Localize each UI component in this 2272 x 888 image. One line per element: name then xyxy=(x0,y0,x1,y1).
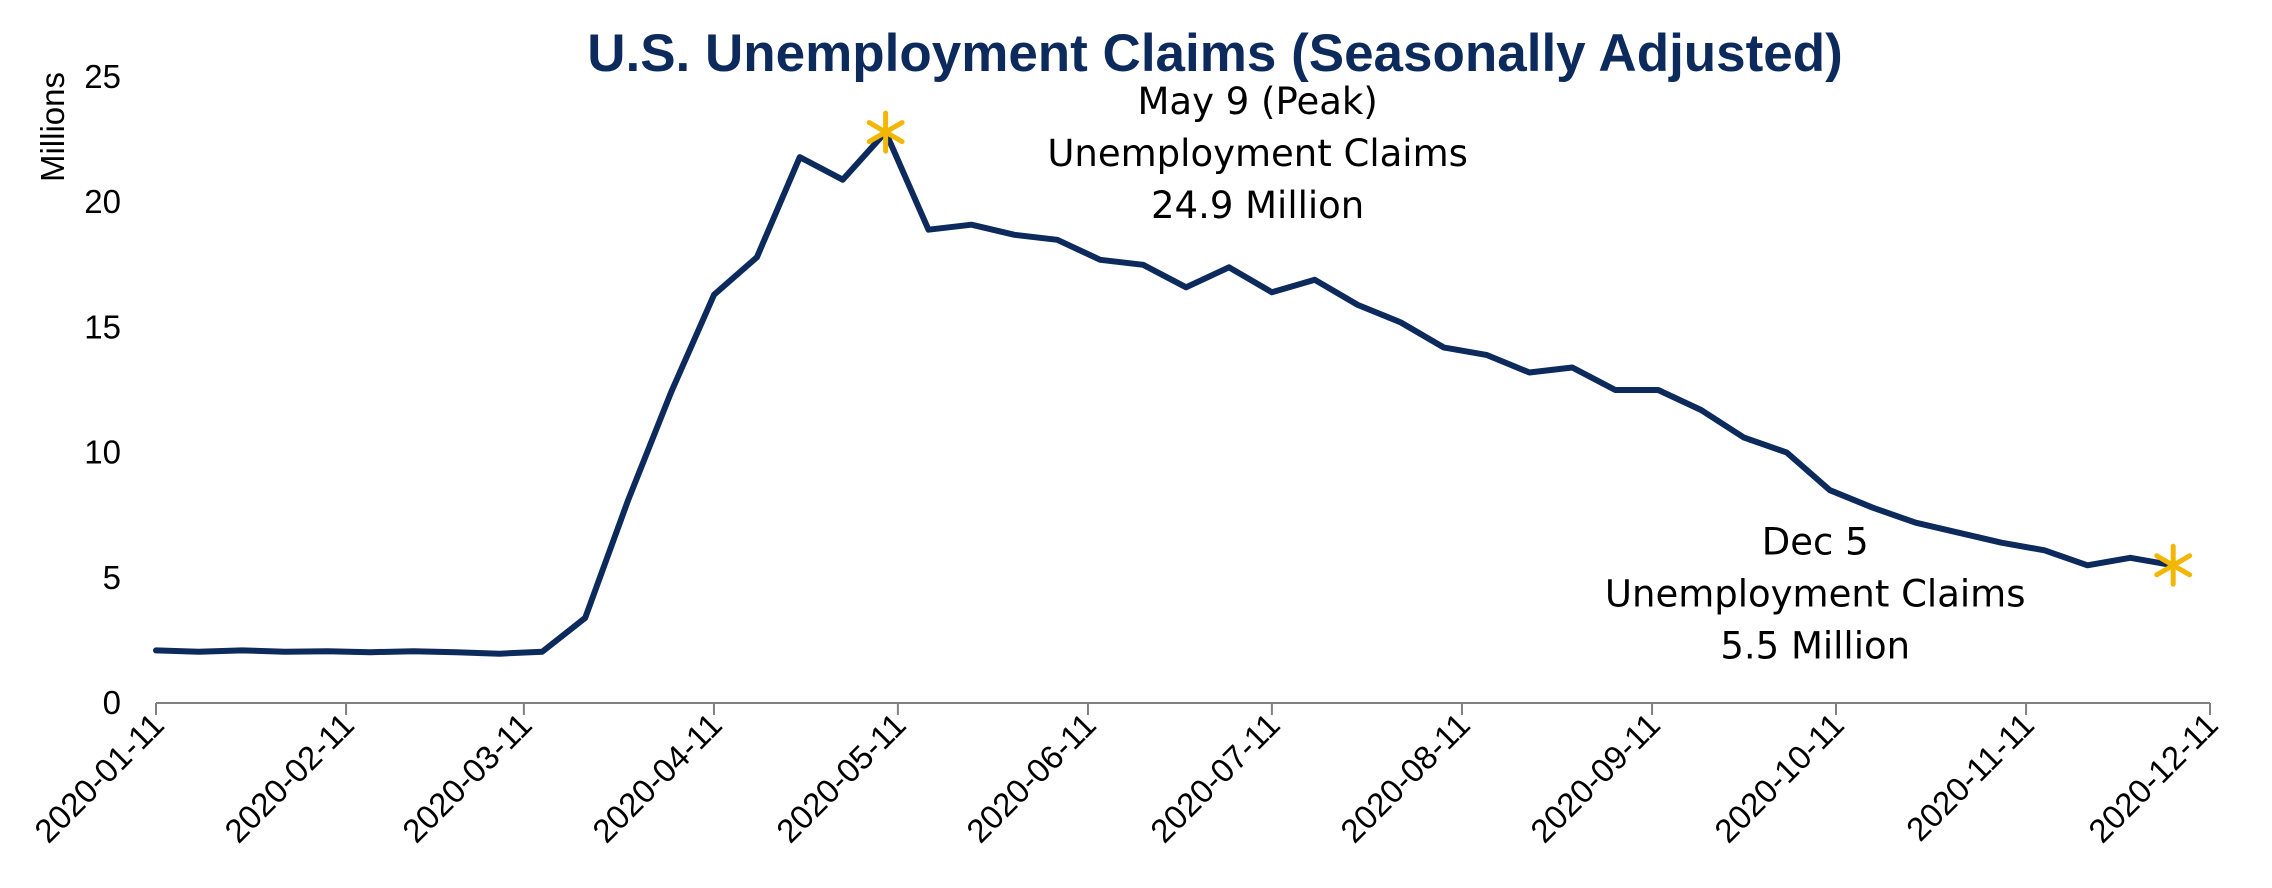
annotation-line: Unemployment Claims xyxy=(1605,572,2026,615)
x-tick-label: 2020-08-11 xyxy=(1333,706,1477,850)
x-tick-label: 2020-05-11 xyxy=(769,706,913,850)
annotation-line: Dec 5 xyxy=(1762,520,1869,563)
x-tick-label: 2020-03-11 xyxy=(395,706,539,850)
y-tick-label: 25 xyxy=(84,58,121,95)
x-tick-label: 2020-12-11 xyxy=(2081,706,2225,850)
highlight-markers xyxy=(866,110,2193,587)
x-tick-label: 2020-04-11 xyxy=(585,706,729,850)
y-tick-label: 15 xyxy=(84,308,121,345)
x-axis-ticks: 2020-01-11 2020-02-11 2020-03-11 2020-04-11… xyxy=(27,703,2225,850)
annotation: Dec 5 Unemployment Claims 5.5 Million xyxy=(1605,520,2026,667)
y-tick-label: 20 xyxy=(84,183,121,220)
y-axis-ticks: 0 5 10 15 20 25 xyxy=(84,58,121,721)
annotation-line: 24.9 Million xyxy=(1151,184,1364,227)
x-tick-label: 2020-09-11 xyxy=(1523,706,1667,850)
annotation: May 9 (Peak) Unemployment Claims 24.9 Mill… xyxy=(1047,80,1468,227)
annotation-line: May 9 (Peak) xyxy=(1137,80,1377,123)
y-tick-label: 0 xyxy=(103,684,121,721)
y-tick-label: 5 xyxy=(103,559,121,596)
x-tick-label: 2020-02-11 xyxy=(217,706,361,850)
annotation-line: Unemployment Claims xyxy=(1047,132,1468,175)
x-tick-label: 2020-07-11 xyxy=(1143,706,1287,850)
chart-title: U.S. Unemployment Claims (Seasonally Adj… xyxy=(587,24,1843,83)
annotation-line: 5.5 Million xyxy=(1720,624,1910,667)
x-tick-label: 2020-06-11 xyxy=(959,706,1103,850)
x-tick-label: 2020-11-11 xyxy=(1899,706,2041,848)
series-line xyxy=(153,129,2177,657)
y-tick-label: 10 xyxy=(84,434,121,471)
asterisk-marker xyxy=(866,110,905,154)
asterisk-marker xyxy=(2154,543,2193,587)
x-tick-label: 2020-01-11 xyxy=(27,706,171,850)
y-axis-label: Millions xyxy=(34,72,71,182)
x-tick-label: 2020-10-11 xyxy=(1707,706,1851,850)
annotations: May 9 (Peak) Unemployment Claims 24.9 Mill… xyxy=(1047,80,2025,667)
